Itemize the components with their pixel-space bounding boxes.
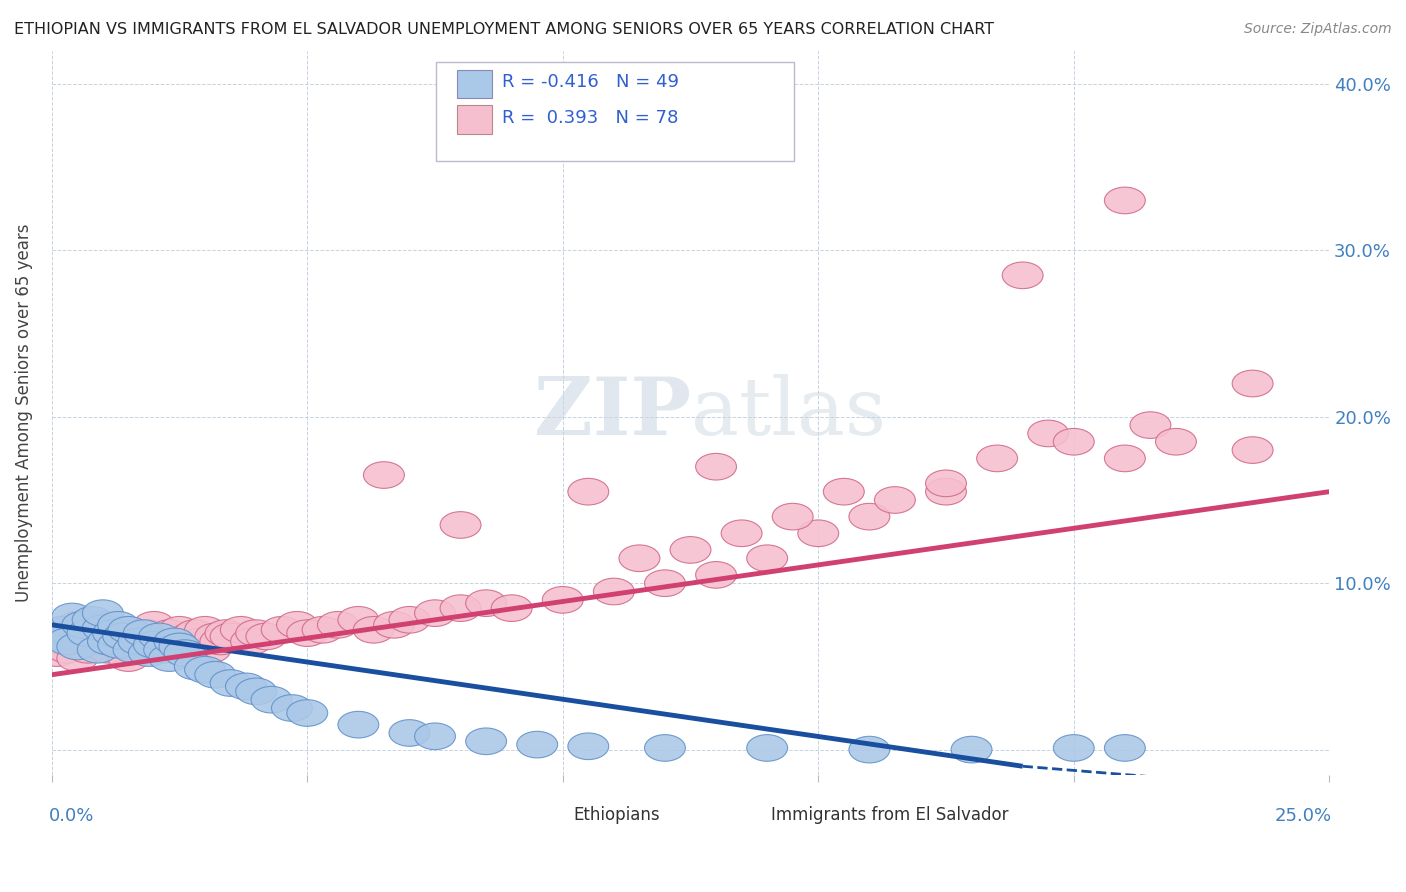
Text: ETHIOPIAN VS IMMIGRANTS FROM EL SALVADOR UNEMPLOYMENT AMONG SENIORS OVER 65 YEAR: ETHIOPIAN VS IMMIGRANTS FROM EL SALVADOR… bbox=[14, 22, 994, 37]
Text: ZIP: ZIP bbox=[533, 374, 690, 451]
Text: R = -0.416   N = 49: R = -0.416 N = 49 bbox=[502, 73, 679, 91]
Text: Ethiopians: Ethiopians bbox=[574, 805, 659, 823]
Text: Immigrants from El Salvador: Immigrants from El Salvador bbox=[770, 805, 1008, 823]
Text: Source: ZipAtlas.com: Source: ZipAtlas.com bbox=[1244, 22, 1392, 37]
Text: 0.0%: 0.0% bbox=[49, 807, 94, 825]
FancyBboxPatch shape bbox=[716, 802, 761, 824]
Text: atlas: atlas bbox=[690, 374, 886, 451]
Text: R =  0.393   N = 78: R = 0.393 N = 78 bbox=[502, 109, 678, 127]
FancyBboxPatch shape bbox=[517, 802, 562, 824]
Text: 25.0%: 25.0% bbox=[1275, 807, 1331, 825]
Y-axis label: Unemployment Among Seniors over 65 years: Unemployment Among Seniors over 65 years bbox=[15, 223, 32, 602]
